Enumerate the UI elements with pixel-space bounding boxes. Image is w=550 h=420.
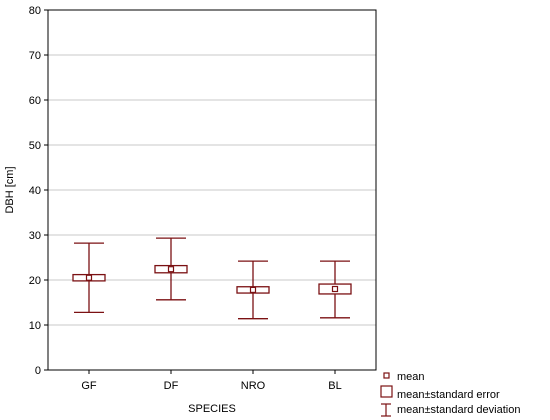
mean-marker <box>85 274 93 281</box>
category-gf <box>72 242 106 314</box>
mean-marker <box>249 286 257 293</box>
series-marks <box>72 237 352 320</box>
y-tick-label: 20 <box>29 275 41 287</box>
y-tick-label: 40 <box>29 185 41 197</box>
y-tick-label: 70 <box>29 50 41 62</box>
legend: mean mean±standard error mean±standard dev… <box>380 371 520 417</box>
y-tick-label: 0 <box>35 365 41 377</box>
mean-marker <box>331 285 339 293</box>
y-tick-label: 50 <box>29 140 41 152</box>
x-tick-label: BL <box>328 380 341 392</box>
category-bl <box>318 260 352 319</box>
x-tick-label: DF <box>164 380 179 392</box>
y-axis-ticks: 0 10 20 30 40 50 60 70 80 <box>29 5 48 377</box>
y-tick-label: 60 <box>29 95 41 107</box>
x-axis-ticks: GF DF NRO BL <box>81 370 342 392</box>
mean-marker <box>167 266 175 273</box>
category-df <box>154 237 188 301</box>
x-tick-label: NRO <box>241 380 266 392</box>
category-nro <box>236 260 270 320</box>
y-axis-label: DBH [cm] <box>4 166 16 213</box>
y-tick-label: 10 <box>29 320 41 332</box>
plot-frame <box>47 9 377 371</box>
y-tick-label: 80 <box>29 5 41 17</box>
legend-label: mean±standard error <box>397 389 500 401</box>
legend-se-symbol <box>380 385 393 398</box>
y-tick-label: 30 <box>29 230 41 242</box>
legend-mean-symbol <box>383 372 390 379</box>
x-axis-label: SPECIES <box>188 403 236 415</box>
x-tick-label: GF <box>81 380 97 392</box>
legend-label: mean <box>397 371 425 383</box>
legend-label: mean±standard deviation <box>397 404 520 416</box>
